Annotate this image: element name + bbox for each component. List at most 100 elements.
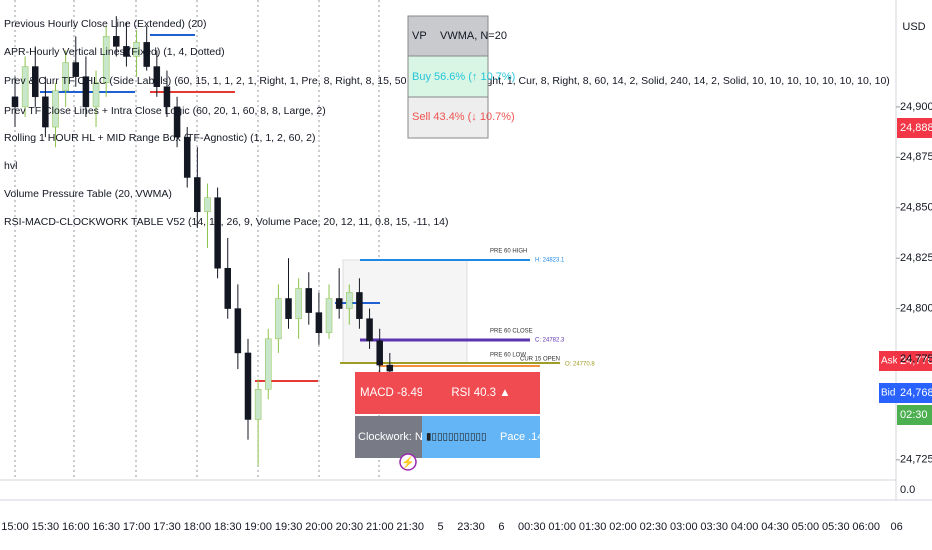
x-tick-label: 20:30 (336, 521, 364, 533)
ask-value: 24,770.7 (900, 355, 932, 367)
pane2-tick: 0.0 (900, 484, 915, 496)
candle-body (234, 308, 242, 354)
ask-tag (879, 351, 897, 371)
candle-body (285, 298, 292, 319)
indicator-label: Volume Pressure Table (20, VWMA) (4, 188, 172, 200)
candle-body (153, 66, 161, 87)
x-tick-label: 18:30 (214, 521, 242, 533)
candle-body (113, 36, 120, 47)
x-tick-label: 5 (438, 521, 444, 533)
pace-cell (422, 416, 540, 458)
candle-body (62, 62, 69, 92)
bid-tag (879, 383, 897, 403)
vp-sell: Sell 43.4% (↓ 10.7%) (412, 111, 515, 123)
range-tag: PRE 60 CLOSE (490, 329, 533, 335)
x-tick-label: 02:00 (609, 521, 637, 533)
ask-value-tag (897, 351, 932, 371)
candle-body (275, 298, 282, 340)
y-tick-label: 24,875.0 (900, 151, 932, 163)
range-value: C: 24782.3 (535, 338, 565, 344)
indicator-label: Previous Hourly Close Line (Extended) (2… (4, 18, 207, 30)
currency: USD (902, 21, 925, 33)
y-tick-label: 24,900.0 (900, 101, 932, 113)
background (0, 0, 932, 501)
candle-body (346, 292, 353, 309)
clockwork-cell (355, 416, 422, 458)
x-tick-label: 21:30 (396, 521, 424, 533)
x-tick-label: 6 (498, 521, 504, 533)
x-tick-label: 01:30 (579, 521, 607, 533)
x-tick-label: 02:30 (640, 521, 668, 533)
x-tick-label: 06:00 (852, 521, 880, 533)
candle-body (123, 46, 130, 57)
range-tag: PRE 60 HIGH (490, 249, 527, 255)
macd-cell (355, 372, 422, 414)
candle-body (133, 42, 140, 57)
candle-body (356, 292, 363, 319)
vp-buy: Buy 56.6% (↑ 10.7%) (412, 71, 515, 83)
candle-body (315, 312, 323, 334)
candle-body (72, 62, 80, 77)
candle-body (366, 318, 373, 342)
candle-body (335, 298, 343, 309)
x-tick-label: 21:00 (366, 521, 394, 533)
x-tick-label: 05:00 (792, 521, 820, 533)
range-value: O: 24770.8 (565, 362, 595, 368)
candle-body (204, 197, 211, 213)
range-tag: CUR 15 OPEN (520, 357, 560, 363)
last-price-tag (897, 118, 932, 138)
candle-body (21, 66, 29, 108)
x-tick-label: 16:30 (92, 521, 120, 533)
indicator-label: hvl (4, 160, 17, 172)
y-tick-label: 24,775.0 (900, 353, 932, 365)
rsi: RSI 40.3 ▲ (451, 387, 510, 399)
candle-body (386, 364, 394, 372)
x-tick-label: 04:00 (731, 521, 759, 533)
candle-body (173, 106, 181, 138)
x-tick-label: 17:30 (153, 521, 181, 533)
candle-body (32, 66, 39, 98)
candle-body (254, 388, 262, 420)
candle-body (82, 76, 90, 108)
pace-bar: ▮▯▯▯▯▯▯▯▯▯▯ (426, 432, 487, 443)
x-tick-label: 04:30 (761, 521, 789, 533)
bid-label: Bid (881, 388, 895, 399)
x-tick-label: 03:30 (700, 521, 728, 533)
x-tick-label: 06 (890, 521, 902, 533)
x-tick-label: 00:30 (518, 521, 546, 533)
overlay: Previous Hourly Close Line (Extended) (2… (4, 15, 932, 496)
candle-body (244, 352, 252, 420)
vp-header-cell: VWMA, N=20 (440, 30, 507, 42)
candle-body (183, 136, 191, 178)
indicator-label: RSI-MACD-CLOCKWORK TABLE V52 (14, 12, 26… (4, 216, 449, 228)
pace: Pace .14x (500, 431, 549, 443)
x-tick-label: 20:00 (305, 521, 333, 533)
flash-glyph: ⚡ (401, 456, 415, 469)
x-tick-label: 03:00 (670, 521, 698, 533)
candle-body (376, 340, 383, 366)
x-tick-label: 15:00 (1, 521, 29, 533)
indicator-label: Prev TF Close Lines + Intra Close Logic … (4, 105, 326, 117)
flash-icon[interactable] (399, 453, 417, 471)
indicator-label: Rolling 1 HOUR HL + MID Range Box (TF-Ag… (4, 132, 316, 144)
candle-body (224, 267, 231, 309)
x-tick-label: 01:00 (548, 521, 576, 533)
x-tick-label: 17:00 (123, 521, 151, 533)
candle-body (143, 42, 150, 67)
countdown: 02:30 (900, 409, 928, 421)
candle-body (52, 90, 59, 128)
x-tick-label: 19:00 (244, 521, 272, 533)
candles (11, 16, 394, 466)
candle-body (295, 288, 302, 319)
candle-body (194, 177, 201, 213)
x-tick-label: 23:30 (457, 521, 485, 533)
candle-body (102, 36, 110, 83)
candle-body (325, 298, 333, 334)
bid-value: 24,768.9 (900, 387, 932, 399)
range-value: H: 24823.1 (535, 258, 565, 264)
y-tick-label: 24,850.0 (900, 202, 932, 214)
last-price: 24,888.0 (900, 122, 932, 134)
candle-body (42, 96, 49, 128)
y-tick-label: 24,800.0 (900, 302, 932, 314)
